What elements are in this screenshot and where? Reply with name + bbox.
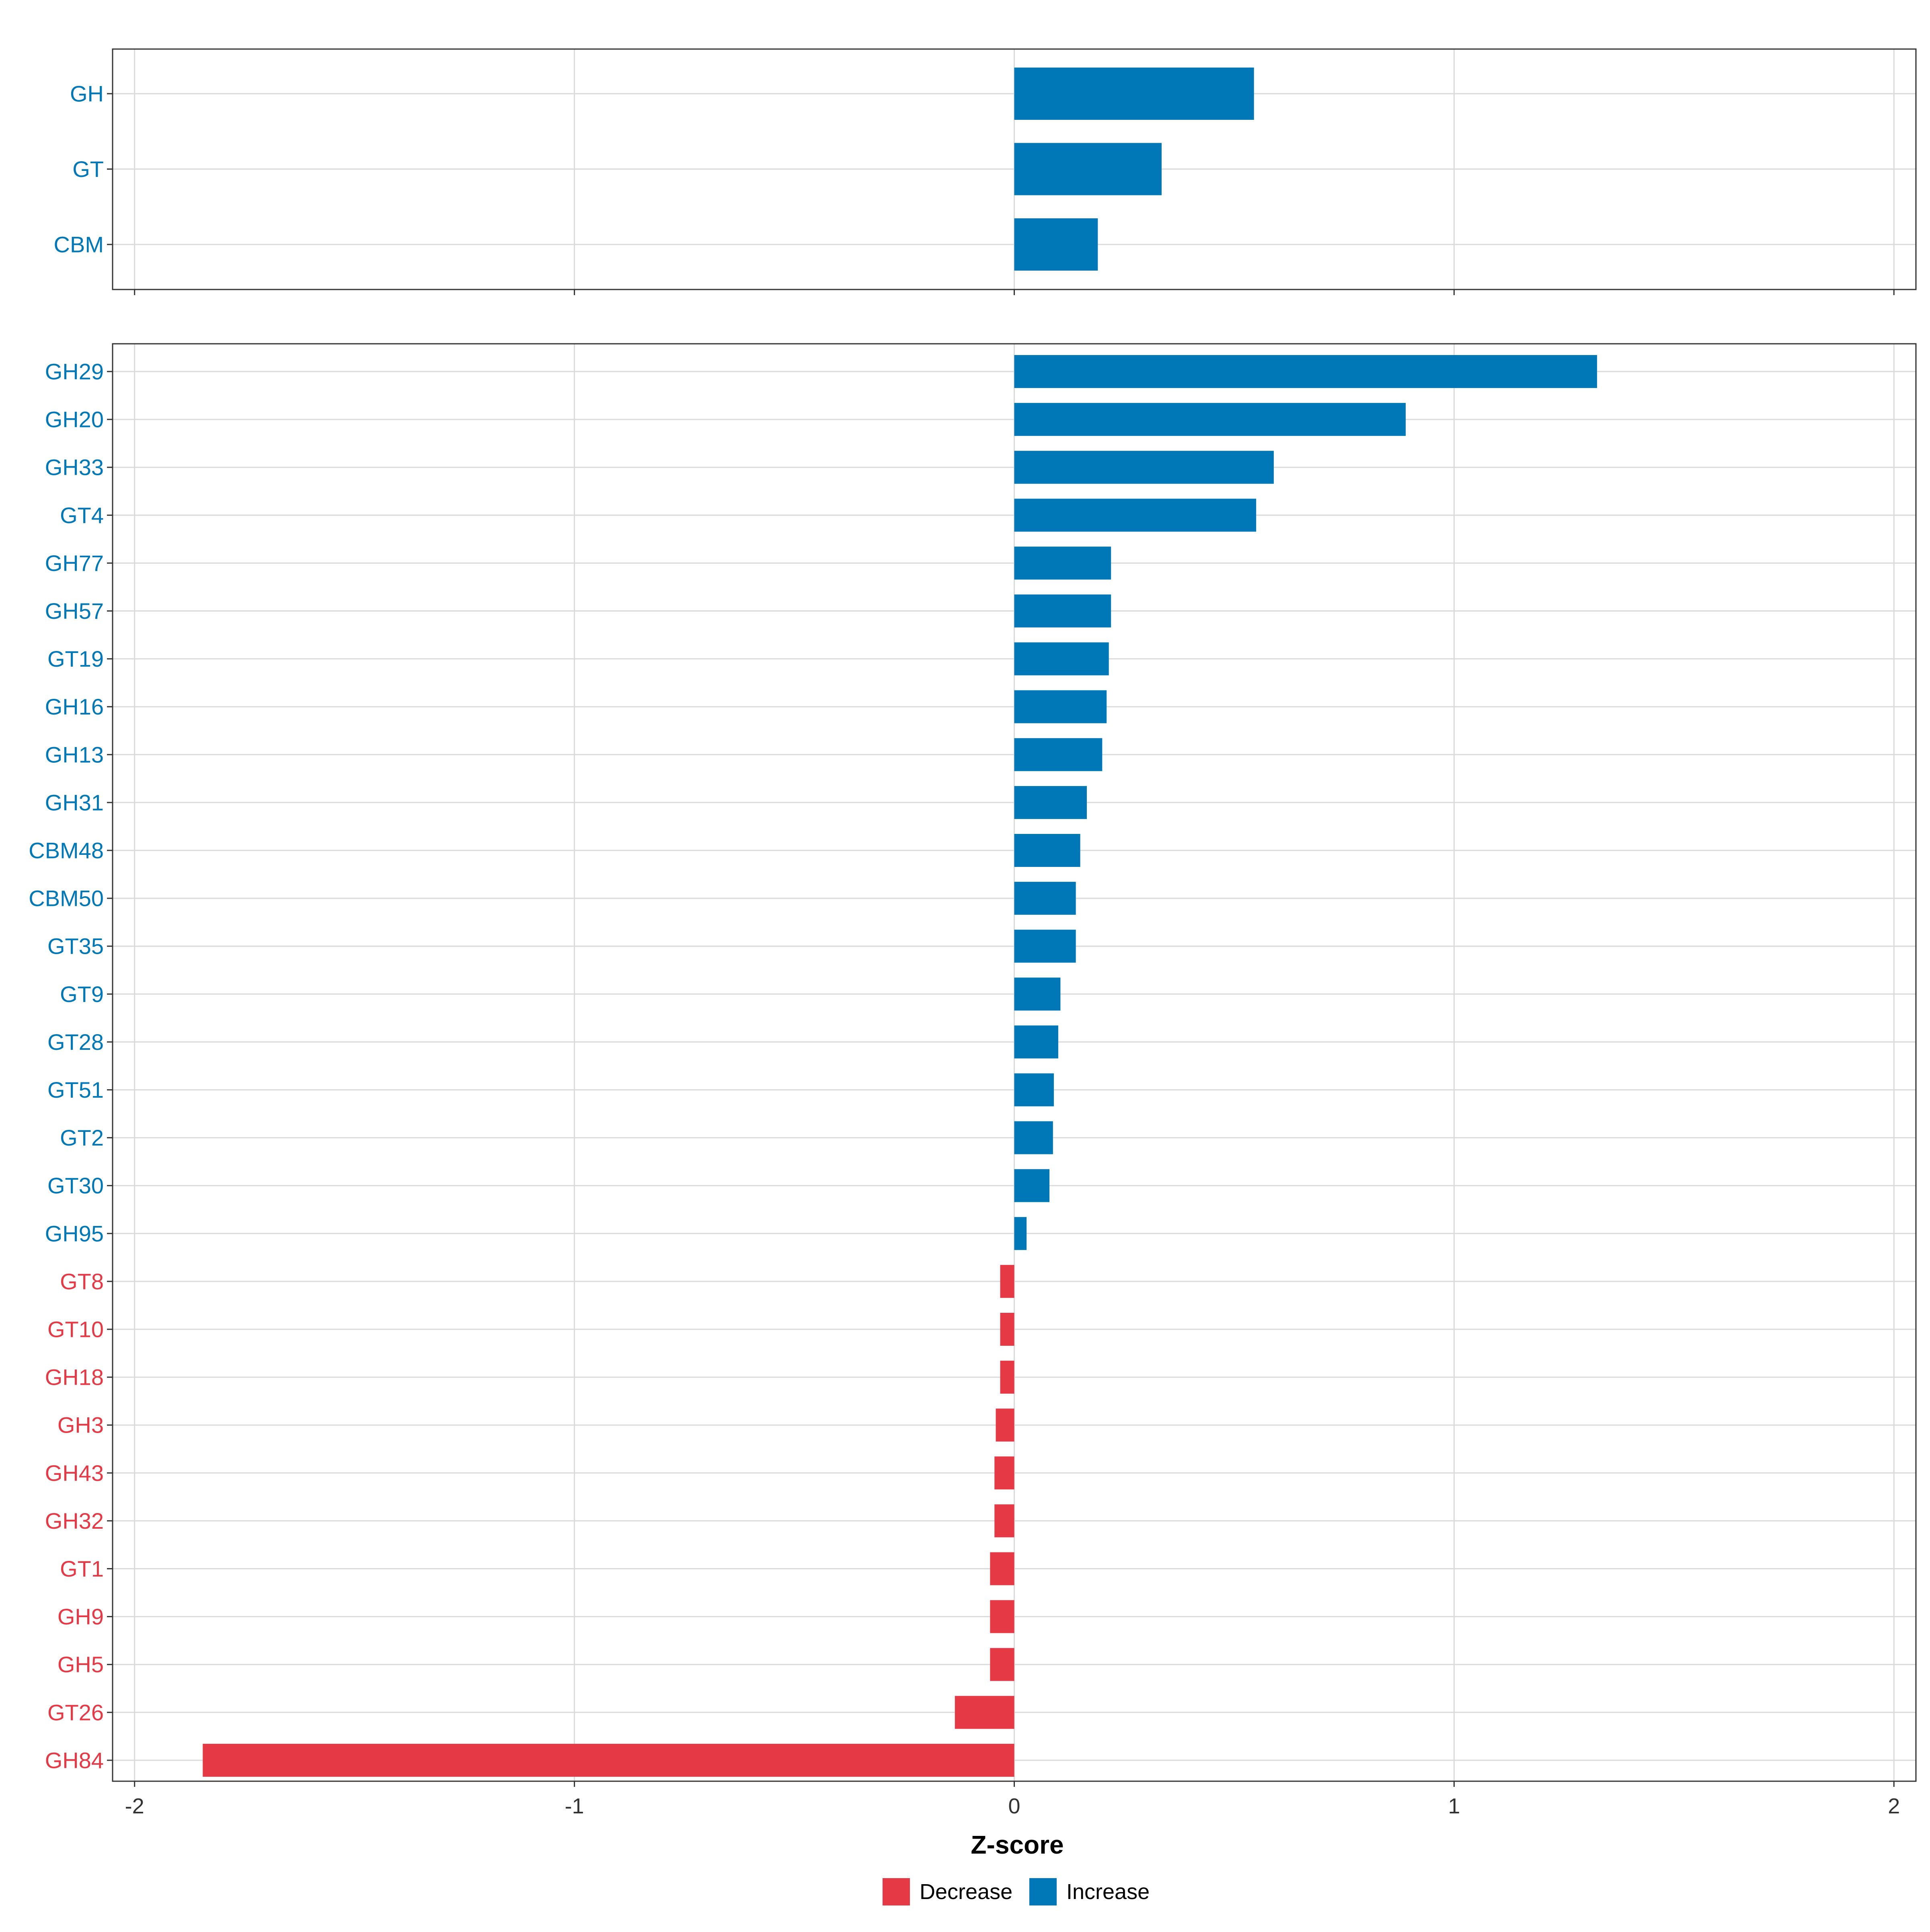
bar-gt8 <box>1000 1265 1014 1298</box>
legend-swatch <box>1029 1878 1057 1905</box>
y-tick-label-cbm48: CBM48 <box>29 838 104 863</box>
panel-bottom: GH29 GH20 GH33 GT4 GH77 GH57 GT19 GH16 GH13 GH31 C… <box>29 343 1917 1787</box>
bar-gt10 <box>1000 1313 1014 1346</box>
y-tick-label-gh13: GH13 <box>45 742 104 767</box>
y-tick-label-gh3: GH3 <box>57 1413 104 1438</box>
y-tick-label-gt30: GT30 <box>47 1173 104 1198</box>
y-tick-label-cbm: CBM <box>54 232 104 257</box>
y-tick-label-gt26: GT26 <box>47 1700 104 1725</box>
bar-gt1 <box>990 1552 1014 1585</box>
y-tick-label-gh31: GH31 <box>45 790 104 815</box>
bar-gh5 <box>990 1648 1014 1681</box>
bar-gh77 <box>1014 546 1111 580</box>
bar-cbm <box>1014 218 1098 271</box>
y-tick-label-gt1: GT1 <box>60 1556 104 1581</box>
bar-gh16 <box>1014 690 1107 723</box>
y-tick-label-gt9: GT9 <box>60 981 104 1007</box>
legend-label: Decrease <box>920 1880 1012 1904</box>
y-tick-label-gh32: GH32 <box>45 1508 104 1534</box>
legend-item-increase: Increase <box>1029 1878 1150 1905</box>
bar-gh13 <box>1014 738 1103 771</box>
x-axis: -2 -1 0 1 2 <box>125 1794 1900 1818</box>
y-tick-label-gt2: GT2 <box>60 1125 104 1150</box>
bar-gh31 <box>1014 786 1087 819</box>
x-tick-label: -1 <box>565 1794 584 1818</box>
bar-gh84 <box>203 1743 1014 1777</box>
bar-gh57 <box>1014 594 1111 628</box>
y-tick-label-gt10: GT10 <box>47 1317 104 1342</box>
y-tick-label-gh33: GH33 <box>45 455 104 480</box>
bar-gh33 <box>1014 451 1274 484</box>
legend-item-decrease: Decrease <box>883 1878 1012 1905</box>
bar-gt51 <box>1014 1073 1054 1107</box>
bar-gh9 <box>990 1600 1014 1633</box>
y-tick-label-gt28: GT28 <box>47 1029 104 1055</box>
y-tick-label-gh18: GH18 <box>45 1365 104 1390</box>
bar-gt19 <box>1014 642 1109 675</box>
bar-gh29 <box>1014 355 1597 388</box>
panel-top: GH GT CBM <box>54 48 1917 295</box>
bar-cbm50 <box>1014 882 1076 915</box>
y-tick-label-gh20: GH20 <box>45 407 104 432</box>
x-tick-label: 0 <box>1008 1794 1020 1818</box>
bar-gh95 <box>1014 1217 1027 1250</box>
bar-gt28 <box>1014 1025 1058 1059</box>
bar-gh3 <box>996 1408 1014 1442</box>
y-tick-label-gt51: GT51 <box>47 1077 104 1103</box>
x-axis-title: Z-score <box>971 1830 1064 1859</box>
y-tick-label-gh77: GH77 <box>45 550 104 576</box>
bar-gt35 <box>1014 930 1076 963</box>
x-tick-label: 1 <box>1448 1794 1460 1818</box>
bar-gh <box>1014 68 1254 120</box>
bar-gt26 <box>955 1696 1014 1729</box>
legend-label: Increase <box>1066 1880 1150 1904</box>
bar-cbm48 <box>1014 834 1080 867</box>
x-tick-label: -2 <box>125 1794 144 1818</box>
y-tick-label-gh43: GH43 <box>45 1460 104 1486</box>
bar-gt9 <box>1014 977 1061 1011</box>
y-tick-label-gt35: GT35 <box>47 934 104 959</box>
y-tick-label-gh9: GH9 <box>57 1604 104 1629</box>
y-tick-label-gt8: GT8 <box>60 1269 104 1294</box>
y-tick-label-gh16: GH16 <box>45 694 104 719</box>
y-tick-label-gh95: GH95 <box>45 1221 104 1246</box>
bar-gt2 <box>1014 1121 1053 1154</box>
bar-gt <box>1014 143 1162 195</box>
bar-gt30 <box>1014 1169 1050 1202</box>
y-tick-label-gt4: GT4 <box>60 503 104 528</box>
y-tick-label-gt19: GT19 <box>47 646 104 671</box>
bar-gh32 <box>994 1504 1014 1538</box>
y-tick-label-cbm50: CBM50 <box>29 886 104 911</box>
bar-gh18 <box>1000 1361 1014 1394</box>
legend: Decrease Increase <box>883 1878 1150 1905</box>
y-tick-label-gh84: GH84 <box>45 1747 104 1773</box>
y-tick-label-gh: GH <box>70 81 104 107</box>
x-tick-label: 2 <box>1888 1794 1900 1818</box>
bar-gh43 <box>994 1456 1014 1490</box>
bar-gh20 <box>1014 403 1406 436</box>
y-tick-label-gt: GT <box>72 156 104 182</box>
chart-panels: GHGTCBMGH29GH20GH33GT4GH77GH57GT19GH16GH… <box>29 48 1917 1787</box>
bar-gt4 <box>1014 499 1257 532</box>
legend-swatch <box>883 1878 910 1905</box>
y-tick-label-gh29: GH29 <box>45 359 104 384</box>
y-tick-label-gh57: GH57 <box>45 598 104 624</box>
y-tick-label-gh5: GH5 <box>57 1652 104 1677</box>
